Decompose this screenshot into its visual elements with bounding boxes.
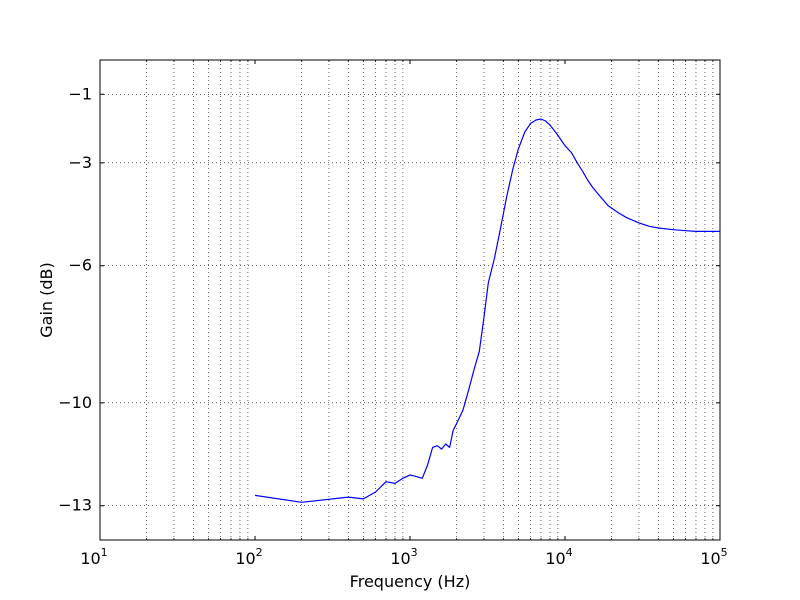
- x-axis-label: Frequency (Hz): [350, 572, 471, 591]
- plot-frame: [99, 59, 721, 541]
- y-tick-label: −1: [68, 84, 92, 103]
- x-tick-label: 105: [700, 546, 727, 568]
- series-layer: [254, 118, 720, 503]
- grid-lines: [100, 60, 720, 540]
- series-line-gain: [254, 118, 720, 503]
- y-tick-label: −3: [68, 153, 92, 172]
- x-tick-label: 103: [390, 546, 417, 568]
- tick-marks: [99, 60, 721, 540]
- y-axis-label: Gain (dB): [37, 262, 56, 338]
- x-tick-label: 104: [545, 546, 572, 568]
- x-tick-label: 101: [80, 546, 107, 568]
- y-tick-label: −6: [68, 256, 92, 275]
- y-tick-label: −10: [58, 393, 92, 412]
- y-tick-label: −13: [58, 496, 92, 515]
- tick-labels: 101 102 103 104 105 −1 −3 −6 −10 −13: [58, 84, 727, 568]
- x-tick-label: 102: [235, 546, 262, 568]
